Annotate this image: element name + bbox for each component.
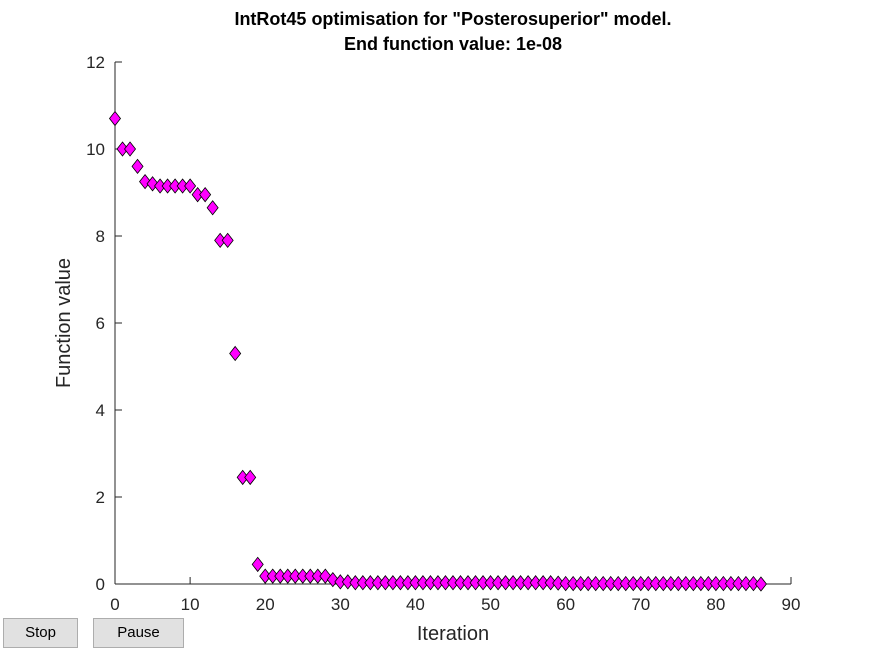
pause-button[interactable]: Pause — [93, 618, 184, 648]
x-tick-label: 0 — [110, 595, 119, 614]
data-point — [229, 345, 242, 362]
y-tick-label: 2 — [96, 488, 105, 507]
data-point — [747, 575, 760, 592]
data-point — [251, 556, 264, 573]
x-tick-label: 50 — [481, 595, 500, 614]
chart-title: IntRot45 optimisation for "Posterosuperi… — [234, 9, 671, 29]
x-tick-label: 70 — [631, 595, 650, 614]
y-tick-label: 8 — [96, 227, 105, 246]
ticks: 0 10 20 30 40 50 60 70 80 90 0 2 4 6 8 10 12 — [86, 53, 800, 614]
y-axis-label: Function value — [53, 258, 75, 388]
data-point — [184, 178, 197, 194]
data-point — [544, 575, 557, 591]
y-tick-label: 12 — [86, 53, 105, 72]
x-tick-label: 30 — [331, 595, 350, 614]
data-point — [244, 469, 257, 486]
data-point — [221, 232, 234, 248]
data-point — [199, 187, 212, 203]
data-point — [124, 141, 137, 157]
data-points — [108, 110, 767, 592]
y-tick-label: 0 — [96, 575, 105, 594]
x-tick-label: 60 — [556, 595, 575, 614]
stop-button[interactable]: Stop — [3, 618, 78, 648]
data-point — [131, 158, 144, 175]
x-tick-label: 80 — [706, 595, 725, 614]
data-point — [754, 576, 767, 592]
x-tick-label: 40 — [406, 595, 425, 614]
chart-subtitle: End function value: 1e-08 — [344, 34, 562, 54]
y-tick-label: 4 — [96, 401, 105, 420]
x-axis-label: Iteration — [417, 623, 489, 645]
data-point — [108, 110, 122, 127]
axes — [114, 62, 791, 585]
x-tick-label: 90 — [782, 595, 801, 614]
x-tick-label: 20 — [256, 595, 275, 614]
data-point — [341, 574, 354, 590]
data-point — [206, 200, 219, 216]
x-tick-label: 10 — [181, 595, 200, 614]
y-tick-label: 10 — [86, 140, 105, 159]
data-point — [552, 575, 565, 591]
y-tick-label: 6 — [96, 314, 105, 333]
data-point — [146, 176, 159, 192]
